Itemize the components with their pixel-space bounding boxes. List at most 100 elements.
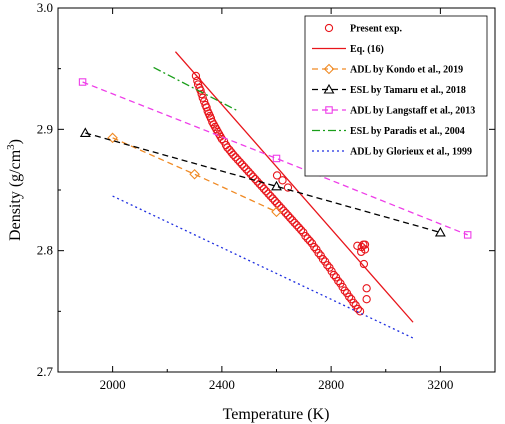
data-point xyxy=(268,194,277,203)
y-tick-label-2: 2.9 xyxy=(37,121,53,136)
data-point xyxy=(229,150,238,159)
x-tick-label-0: 2000 xyxy=(100,377,126,392)
series-2 xyxy=(107,132,282,218)
data-point xyxy=(340,286,349,295)
axis-ticks: 2000 2400 2800 3200 2.7 2.8 2.9 3.0 xyxy=(37,0,495,392)
legend-marker xyxy=(325,106,333,114)
y-axis-label-superscript: 3 xyxy=(5,144,17,150)
x-axis-label: Temperature (K) xyxy=(223,406,330,423)
legend-entry-6: ADL by Glorieux et al., 1999 xyxy=(312,147,472,158)
legend-entry-4: ADL by Langstaff et al., 2013 xyxy=(312,106,475,117)
data-point xyxy=(357,247,366,257)
data-point xyxy=(266,191,275,201)
data-point xyxy=(244,167,253,176)
series-line-3 xyxy=(85,132,441,234)
data-point xyxy=(261,187,271,196)
data-point xyxy=(353,241,362,250)
data-point xyxy=(231,153,240,162)
data-point xyxy=(301,231,310,241)
data-point xyxy=(270,196,280,206)
series-1 xyxy=(174,51,414,323)
legend: Present exp. Eq. (16) ADL by Kondo et al.,… xyxy=(304,15,488,177)
legend-label: ESL by Paradis et al., 2004 xyxy=(350,126,465,137)
data-point xyxy=(217,134,227,144)
legend-label: ADL by Langstaff et al., 2013 xyxy=(350,106,475,117)
legend-label: ESL by Tamaru et al., 2018 xyxy=(350,85,466,96)
y-tick-label-0: 2.7 xyxy=(37,364,54,379)
data-point xyxy=(78,78,87,86)
y-tick-label-1: 2.8 xyxy=(37,243,53,258)
legend-entry-0: Present exp. xyxy=(324,23,403,35)
series-line-4 xyxy=(82,81,468,236)
data-point xyxy=(360,240,370,249)
data-point xyxy=(191,71,201,81)
data-point xyxy=(264,189,273,198)
data-point xyxy=(281,208,290,218)
x-tick-label-2: 2800 xyxy=(318,377,344,392)
data-point xyxy=(286,213,295,223)
legend-marker xyxy=(324,23,334,33)
data-point xyxy=(278,176,287,185)
data-point xyxy=(272,154,281,163)
data-point xyxy=(303,234,312,243)
data-point xyxy=(246,170,255,179)
legend-entry-1: Eq. (16) xyxy=(312,44,384,55)
data-point xyxy=(189,168,200,180)
legend-entry-3: ESL by Tamaru et al., 2018 xyxy=(312,83,466,96)
series-3 xyxy=(79,127,446,237)
data-point xyxy=(271,180,282,191)
legend-entry-5: ESL by Paradis et al., 2004 xyxy=(312,126,465,137)
y-axis-label-close: ) xyxy=(7,139,24,144)
data-point xyxy=(283,211,293,220)
series-6 xyxy=(112,195,414,339)
data-point xyxy=(272,199,282,208)
data-point xyxy=(237,160,247,169)
y-axis-label-main: Density (g/cm xyxy=(7,149,24,241)
series-line-6 xyxy=(112,195,414,339)
data-point xyxy=(294,223,304,232)
data-point xyxy=(223,143,232,152)
data-point xyxy=(345,292,354,301)
data-point xyxy=(240,162,249,172)
legend-label: ADL by Glorieux et al., 1999 xyxy=(350,147,472,158)
legend-label: Present exp. xyxy=(350,24,403,35)
data-point xyxy=(198,93,207,102)
data-point xyxy=(296,225,306,235)
y-tick-label-3: 3.0 xyxy=(37,0,53,15)
data-point xyxy=(318,255,328,264)
data-point xyxy=(235,157,245,167)
data-point xyxy=(288,216,297,225)
data-point xyxy=(107,132,118,144)
data-point xyxy=(355,307,365,316)
data-point xyxy=(290,218,299,227)
legend-label: ADL by Kondo et al., 2019 xyxy=(350,65,463,76)
legend-label: Eq. (16) xyxy=(350,44,384,55)
data-point xyxy=(283,183,293,192)
y-axis-label: Density (g/cm3) xyxy=(5,139,24,241)
data-point xyxy=(227,148,236,157)
series-4 xyxy=(78,78,472,239)
data-point xyxy=(329,270,339,280)
data-point xyxy=(310,242,319,252)
data-point xyxy=(272,171,282,180)
series-layer xyxy=(78,51,472,339)
x-tick-label-3: 3200 xyxy=(427,377,453,392)
data-point xyxy=(314,248,323,258)
data-point xyxy=(334,276,343,286)
data-point xyxy=(197,89,206,99)
series-line-1 xyxy=(174,51,414,323)
data-point xyxy=(362,295,371,304)
data-point xyxy=(292,221,301,230)
data-point xyxy=(434,226,446,237)
data-point xyxy=(79,127,91,138)
data-point xyxy=(255,179,264,189)
data-point xyxy=(233,155,242,164)
legend-box xyxy=(304,15,488,177)
data-point xyxy=(362,284,371,293)
data-point xyxy=(349,298,358,307)
data-point xyxy=(259,184,269,193)
legend-marker xyxy=(323,63,335,75)
legend-marker xyxy=(323,83,335,94)
data-point xyxy=(323,261,332,270)
